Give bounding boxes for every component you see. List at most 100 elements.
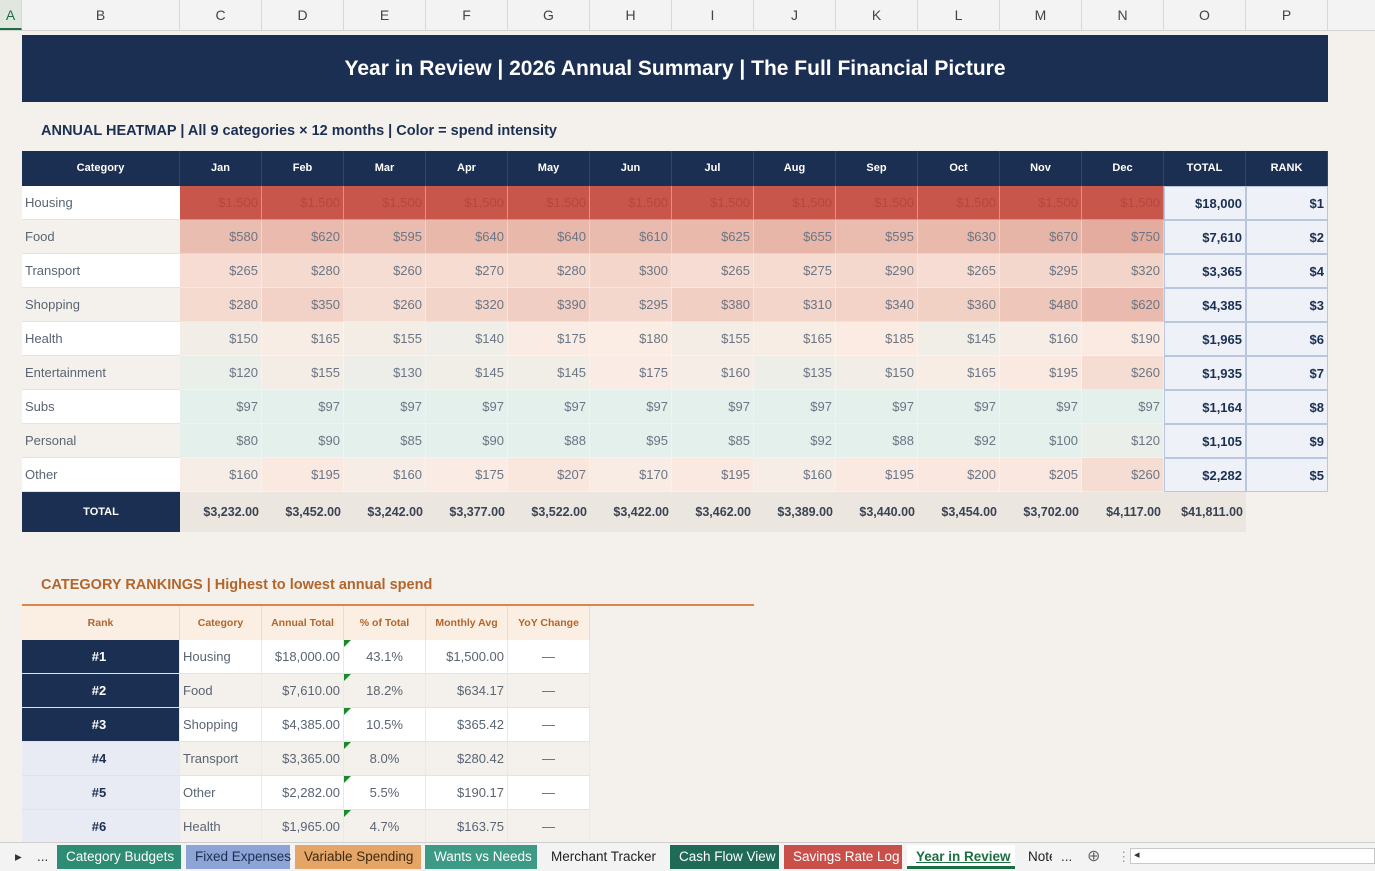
- monthly-total-cell[interactable]: $3,232.00: [180, 492, 262, 532]
- row-total[interactable]: $18,000: [1164, 186, 1246, 220]
- heatmap-cell[interactable]: $295: [1000, 254, 1082, 288]
- heatmap-cell[interactable]: $750: [1082, 220, 1164, 254]
- heatmap-cell[interactable]: $280: [508, 254, 590, 288]
- sheet-tab-category-budgets[interactable]: Category Budgets: [57, 845, 181, 869]
- heatmap-cell[interactable]: $195: [1000, 356, 1082, 390]
- heatmap-cell[interactable]: $175: [590, 356, 672, 390]
- ranking-annual-total[interactable]: $3,365.00: [262, 742, 344, 776]
- ranking-percent[interactable]: 18.2%: [344, 674, 426, 708]
- ranking-percent[interactable]: 4.7%: [344, 810, 426, 844]
- heatmap-cell[interactable]: $165: [918, 356, 1000, 390]
- ranking-percent[interactable]: 10.5%: [344, 708, 426, 742]
- sheet-tab-cash-flow-view[interactable]: Cash Flow View: [670, 845, 779, 869]
- category-label[interactable]: Food: [22, 220, 180, 254]
- monthly-total-cell[interactable]: $41,811.00: [1164, 492, 1246, 532]
- heatmap-cell[interactable]: $595: [836, 220, 918, 254]
- column-header-g[interactable]: G: [508, 0, 590, 30]
- ranking-percent[interactable]: 5.5%: [344, 776, 426, 810]
- row-total[interactable]: $1,164: [1164, 390, 1246, 424]
- row-total[interactable]: $4,385: [1164, 288, 1246, 322]
- heatmap-cell[interactable]: $620: [262, 220, 344, 254]
- ranking-monthly-avg[interactable]: $190.17: [426, 776, 508, 810]
- ranking-annual-total[interactable]: $7,610.00: [262, 674, 344, 708]
- sheet-tab-variable-spending[interactable]: Variable Spending: [295, 845, 421, 869]
- heatmap-cell[interactable]: $97: [426, 390, 508, 424]
- sheet-tab-year-in-review[interactable]: Year in Review: [907, 845, 1015, 869]
- heatmap-cell[interactable]: $620: [1082, 288, 1164, 322]
- scroll-left-icon[interactable]: ◂: [1134, 849, 1140, 861]
- heatmap-cell[interactable]: $155: [672, 322, 754, 356]
- monthly-total-cell[interactable]: $3,702.00: [1000, 492, 1082, 532]
- sheet-tab-wants-vs-needs[interactable]: Wants vs Needs: [425, 845, 537, 869]
- heatmap-cell[interactable]: $165: [262, 322, 344, 356]
- category-label[interactable]: Entertainment: [22, 356, 180, 390]
- heatmap-cell[interactable]: $300: [590, 254, 672, 288]
- ranking-annual-total[interactable]: $4,385.00: [262, 708, 344, 742]
- heatmap-cell[interactable]: $195: [262, 458, 344, 492]
- heatmap-cell[interactable]: $205: [1000, 458, 1082, 492]
- monthly-total-cell[interactable]: $3,440.00: [836, 492, 918, 532]
- heatmap-cell[interactable]: $160: [344, 458, 426, 492]
- heatmap-cell[interactable]: $207: [508, 458, 590, 492]
- heatmap-cell[interactable]: $145: [508, 356, 590, 390]
- monthly-total-cell[interactable]: $3,242.00: [344, 492, 426, 532]
- heatmap-cell[interactable]: $160: [1000, 322, 1082, 356]
- heatmap-cell[interactable]: $97: [672, 390, 754, 424]
- row-total[interactable]: $7,610: [1164, 220, 1246, 254]
- row-rank[interactable]: $6: [1246, 322, 1328, 356]
- heatmap-cell[interactable]: $580: [180, 220, 262, 254]
- ranking-monthly-avg[interactable]: $1,500.00: [426, 640, 508, 674]
- heatmap-cell[interactable]: $1,500: [262, 186, 344, 220]
- heatmap-cell[interactable]: $270: [426, 254, 508, 288]
- heatmap-cell[interactable]: $155: [262, 356, 344, 390]
- heatmap-cell[interactable]: $97: [1000, 390, 1082, 424]
- tab-more-right-button[interactable]: ...: [1061, 849, 1073, 864]
- heatmap-cell[interactable]: $85: [672, 424, 754, 458]
- column-header-k[interactable]: K: [836, 0, 918, 30]
- heatmap-cell[interactable]: $1,500: [426, 186, 508, 220]
- heatmap-cell[interactable]: $170: [590, 458, 672, 492]
- ranking-yoy-change[interactable]: —: [508, 708, 590, 742]
- column-header-j[interactable]: J: [754, 0, 836, 30]
- heatmap-cell[interactable]: $185: [836, 322, 918, 356]
- column-header-n[interactable]: N: [1082, 0, 1164, 30]
- heatmap-cell[interactable]: $120: [180, 356, 262, 390]
- heatmap-cell[interactable]: $275: [754, 254, 836, 288]
- heatmap-cell[interactable]: $195: [836, 458, 918, 492]
- ranking-category[interactable]: Transport: [180, 742, 262, 776]
- column-header-p[interactable]: P: [1246, 0, 1328, 30]
- heatmap-cell[interactable]: $265: [672, 254, 754, 288]
- ranking-category[interactable]: Health: [180, 810, 262, 844]
- category-label[interactable]: Other: [22, 458, 180, 492]
- category-label[interactable]: Personal: [22, 424, 180, 458]
- column-header-f[interactable]: F: [426, 0, 508, 30]
- rank-badge[interactable]: #6: [22, 810, 180, 844]
- heatmap-cell[interactable]: $175: [426, 458, 508, 492]
- ranking-yoy-change[interactable]: —: [508, 640, 590, 674]
- heatmap-cell[interactable]: $1,500: [836, 186, 918, 220]
- heatmap-cell[interactable]: $160: [672, 356, 754, 390]
- heatmap-cell[interactable]: $145: [918, 322, 1000, 356]
- heatmap-cell[interactable]: $97: [918, 390, 1000, 424]
- column-header-h[interactable]: H: [590, 0, 672, 30]
- heatmap-cell[interactable]: $260: [1082, 458, 1164, 492]
- heatmap-cell[interactable]: $145: [426, 356, 508, 390]
- ranking-category[interactable]: Shopping: [180, 708, 262, 742]
- rank-badge[interactable]: #2: [22, 674, 180, 708]
- row-total[interactable]: $1,935: [1164, 356, 1246, 390]
- heatmap-cell[interactable]: $88: [836, 424, 918, 458]
- ranking-category[interactable]: Housing: [180, 640, 262, 674]
- heatmap-cell[interactable]: $88: [508, 424, 590, 458]
- sheet-tab-fixed-expenses[interactable]: Fixed Expenses: [186, 845, 291, 869]
- heatmap-cell[interactable]: $610: [590, 220, 672, 254]
- ranking-yoy-change[interactable]: —: [508, 742, 590, 776]
- heatmap-cell[interactable]: $640: [508, 220, 590, 254]
- heatmap-cell[interactable]: $95: [590, 424, 672, 458]
- column-header-c[interactable]: C: [180, 0, 262, 30]
- row-rank[interactable]: $9: [1246, 424, 1328, 458]
- heatmap-cell[interactable]: $92: [918, 424, 1000, 458]
- column-header-o[interactable]: O: [1164, 0, 1246, 30]
- heatmap-cell[interactable]: $100: [1000, 424, 1082, 458]
- heatmap-cell[interactable]: $97: [508, 390, 590, 424]
- monthly-total-cell[interactable]: $3,389.00: [754, 492, 836, 532]
